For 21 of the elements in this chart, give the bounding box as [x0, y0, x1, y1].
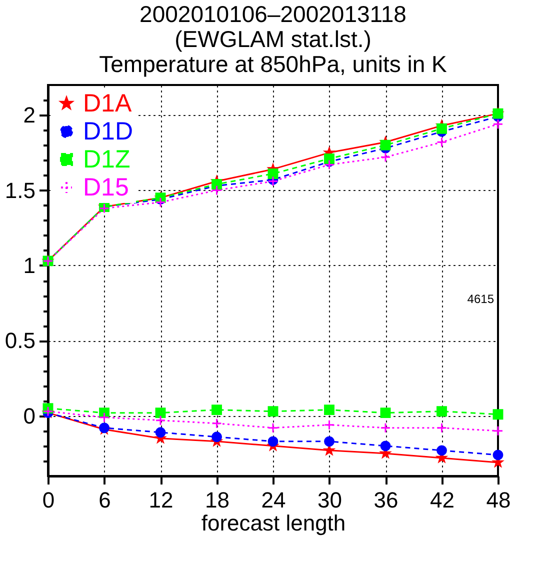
x-axis-title: forecast length — [201, 510, 346, 536]
chart-title: 2002010106–2002013118 (EWGLAM stat.lst.) Temperature at 850hPa, units in K — [99, 1, 448, 77]
y-tick-label: 0.5 — [4, 328, 36, 354]
x-tick-label: 18 — [205, 488, 230, 512]
legend-label: D1D — [83, 118, 134, 146]
y-tick-label: 1.5 — [4, 178, 36, 203]
legend-label: D1Z — [83, 146, 130, 174]
x-tick-label: 6 — [98, 488, 111, 512]
x-tick-label: 48 — [486, 488, 511, 512]
x-tick-label: 42 — [430, 488, 454, 512]
annotation: 4615 — [467, 292, 494, 306]
x-tick-label: 36 — [374, 488, 398, 512]
x-tick-label: 0 — [42, 488, 55, 512]
x-tick-label: 12 — [148, 488, 174, 512]
y-tick-label: 2 — [23, 102, 36, 128]
y-tick-label: 1 — [23, 252, 36, 278]
x-tick-label: 30 — [318, 488, 342, 512]
legend-label: D15 — [83, 174, 129, 202]
y-tick-label: 0 — [23, 403, 36, 428]
x-tick-label: 24 — [261, 488, 286, 512]
legend-label: D1A — [83, 90, 132, 118]
